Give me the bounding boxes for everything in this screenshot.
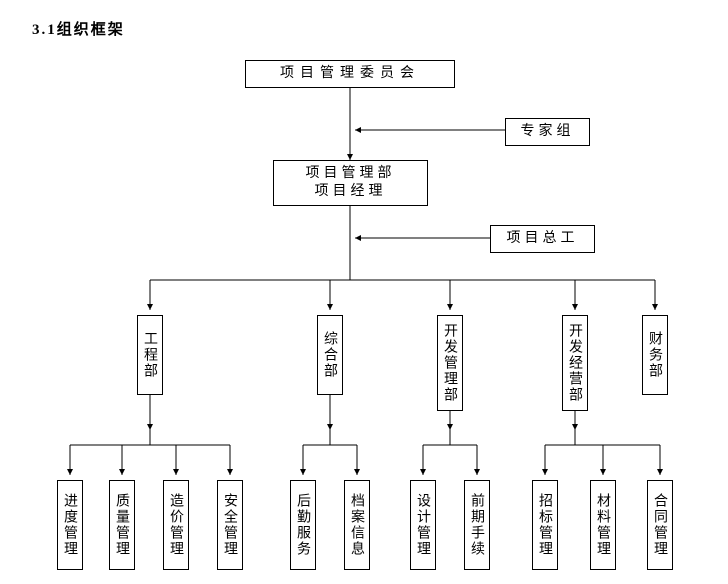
node-label: 前期手续 xyxy=(469,493,484,557)
node-leaf-logistics: 后勤服务 xyxy=(290,480,316,570)
node-label: 设计管理 xyxy=(415,493,430,557)
node-dept-engineering: 工程部 xyxy=(137,315,163,395)
node-label: 工程部 xyxy=(142,331,157,379)
node-leaf-safety: 安全管理 xyxy=(217,480,243,570)
node-label: 项目总工 xyxy=(507,231,579,246)
node-label-line2: 项目经理 xyxy=(280,183,421,201)
node-expert-group: 专家组 xyxy=(505,118,590,146)
node-leaf-design: 设计管理 xyxy=(410,480,436,570)
node-label: 项目管理委员会 xyxy=(280,66,420,81)
node-label: 合同管理 xyxy=(652,493,667,557)
node-chief-engineer: 项目总工 xyxy=(490,225,595,253)
node-leaf-material: 材料管理 xyxy=(590,480,616,570)
node-leaf-quality: 质量管理 xyxy=(109,480,135,570)
node-mgmt: 项目管理部 项目经理 xyxy=(273,160,428,206)
node-label: 后勤服务 xyxy=(295,493,310,557)
node-label: 专家组 xyxy=(521,124,575,139)
node-leaf-bidding: 招标管理 xyxy=(532,480,558,570)
node-label: 造价管理 xyxy=(168,493,183,557)
node-label-line1: 项目管理部 xyxy=(280,165,421,183)
node-label: 招标管理 xyxy=(537,493,552,557)
node-label: 开发管理部 xyxy=(442,323,457,403)
node-label: 质量管理 xyxy=(114,493,129,557)
node-label: 进度管理 xyxy=(62,493,77,557)
node-label: 财务部 xyxy=(647,331,662,379)
node-committee: 项目管理委员会 xyxy=(245,60,455,88)
node-dept-finance: 财务部 xyxy=(642,315,668,395)
node-leaf-archive: 档案信息 xyxy=(344,480,370,570)
node-label: 档案信息 xyxy=(349,493,364,557)
section-heading: 3.1组织框架 xyxy=(32,18,125,39)
node-label: 综合部 xyxy=(322,331,337,379)
node-leaf-cost: 造价管理 xyxy=(163,480,189,570)
node-dept-general: 综合部 xyxy=(317,315,343,395)
node-dept-dev-biz: 开发经营部 xyxy=(562,315,588,411)
node-leaf-progress: 进度管理 xyxy=(57,480,83,570)
node-label: 材料管理 xyxy=(595,493,610,557)
node-dept-dev-mgmt: 开发管理部 xyxy=(437,315,463,411)
node-label: 开发经营部 xyxy=(567,323,582,403)
node-leaf-contract: 合同管理 xyxy=(647,480,673,570)
node-label: 安全管理 xyxy=(222,493,237,557)
node-leaf-prelim: 前期手续 xyxy=(464,480,490,570)
